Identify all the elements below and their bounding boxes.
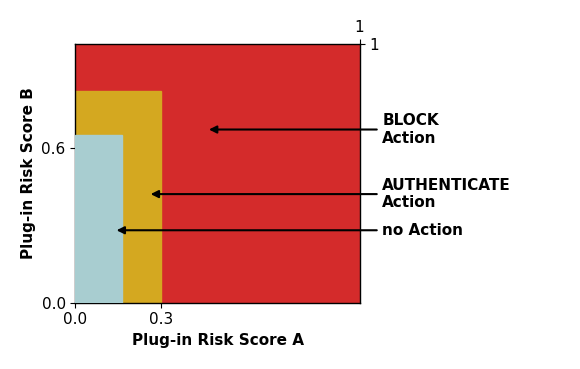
Y-axis label: Plug-in Risk Score B: Plug-in Risk Score B (21, 87, 36, 259)
Bar (75, 135, 122, 303)
Text: no Action: no Action (119, 223, 463, 238)
Text: BLOCK
Action: BLOCK Action (211, 113, 439, 146)
Bar (75, 91, 161, 303)
X-axis label: Plug-in Risk Score A: Plug-in Risk Score A (132, 333, 303, 348)
Text: AUTHENTICATE
Action: AUTHENTICATE Action (153, 178, 511, 210)
